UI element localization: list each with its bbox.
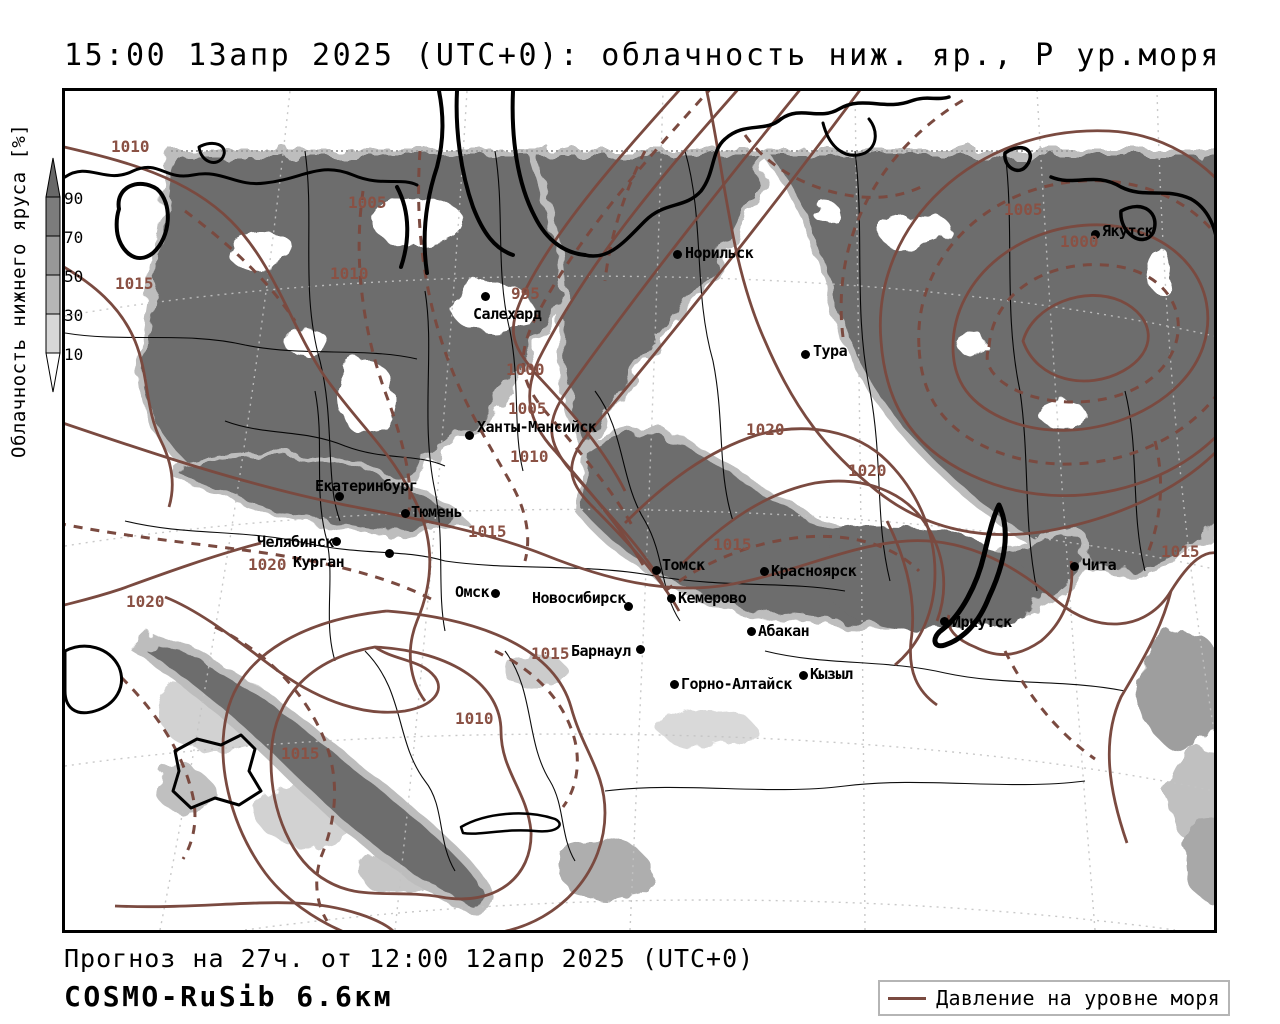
pressure-line-sample [888,996,927,1000]
city-marker-Омск [491,589,500,598]
isobar-label-1000-5: 1000 [506,360,545,379]
map-overlay: Норильск Салехард Ханты-Мансийск Тура Якутск… [65,91,1214,930]
lake-west-edge [65,644,123,715]
city-label-Абакан: Абакан [758,622,810,640]
isobar-label-1020-16: 1020 [126,592,165,611]
colorbar-tick-90: 90 [64,189,84,208]
city-marker-Ханты-Мансийск [465,431,474,440]
city-label-Ханты-Мансийск: Ханты-Мансийск [477,418,597,436]
colorbar-tick-10: 10 [64,345,84,364]
isobar-label-1000-9: 1000 [1060,232,1099,251]
northeast-islands [1003,146,1214,242]
city-label-Тура: Тура [813,342,848,360]
isobar-label-1005-1: 1005 [348,193,387,212]
city-label-Кызыл: Кызыл [810,665,853,683]
arctic-island [197,141,226,164]
city-marker-Иркутск [940,617,949,626]
city-label-Норильск: Норильск [685,244,754,262]
city-label-Якутск: Якутск [1102,222,1154,240]
city-label-Курган: Курган [293,553,345,571]
isobar-label-1005-6: 1005 [508,399,547,418]
isobar-label-1015-19: 1015 [281,744,320,763]
colorbar-axis-label: Облачность нижнего яруса [%] [8,123,30,458]
city-label-Чита: Чита [1082,556,1117,574]
isobar-label-1010-7: 1010 [510,447,549,466]
graticule-layer [65,91,1214,930]
coastline-layer [65,91,1214,835]
city-marker-Горно-Алтайск [670,680,679,689]
page-title: 15:00 13апр 2025 (UTC+0): облачность ниж… [64,38,1222,73]
isobar-label-1010-2: 1010 [330,264,369,283]
city-label-Екатеринбург: Екатеринбург [315,477,418,495]
isobar-label-1015-13: 1015 [713,535,752,554]
isobar-label-1010-18: 1010 [455,709,494,728]
city-marker-Тура [801,350,810,359]
city-marker-Абакан [747,627,756,636]
city-marker-Красноярск [760,567,769,576]
city-label-Томск: Томск [662,556,705,574]
city-marker-Салехард [481,292,490,301]
city-marker-Тюмень [401,509,410,518]
colorbar-tick-30: 30 [64,306,84,325]
city-label-Барнаул: Барнаул [571,642,631,660]
colorbar-arrow-top [45,157,61,198]
colorbar-arrow-bottom [45,352,61,393]
isobar-label-1020-10: 1020 [746,420,785,439]
cloud-mass-northeast [757,149,1214,577]
isobar-label-1020-15: 1020 [248,555,287,574]
isobar-label-1005-8: 1005 [1004,200,1043,219]
city-marker-Новосибирск [624,602,633,611]
isobar-label-1010-0: 1010 [111,137,150,156]
forecast-info: Прогноз на 27ч. от 12:00 12апр 2025 (UTC… [64,944,755,973]
taymyr-coast [779,95,951,121]
lake-zaysan [459,812,561,835]
city-marker-Кемерово [667,594,676,603]
colorbar-tick-50: 50 [64,267,84,286]
arctic-coast-west [65,165,419,187]
city-marker-Барнаул [636,645,645,654]
coast-east-of-ob [583,117,783,258]
isobar-label-1015-12: 1015 [468,522,507,541]
city-label-Красноярск: Красноярск [771,562,857,580]
city-marker-Кызыл [799,671,808,680]
city-marker-Екатеринбург [335,492,344,501]
city-label-Кемерово: Кемерово [678,589,747,607]
cloud-cover-colorbar [45,157,61,393]
cloud-band-southwest [132,632,494,913]
map-frame: Норильск Салехард Ханты-Мансийск Тура Якутск… [62,88,1217,933]
isobar-label-995-4: 995 [511,284,540,303]
city-label-Новосибирск: Новосибирск [532,589,626,607]
city-label-Челябинск: Челябинск [257,533,334,551]
city-marker-Норильск [673,250,682,259]
cloud-layer [132,149,1214,913]
isobar-label-1020-11: 1020 [848,461,887,480]
model-info: COSMO-RuSib 6.6км [64,980,394,1013]
city-label-Салехард: Салехард [473,305,542,323]
pressure-legend-label: Давление на уровне моря [936,986,1220,1010]
city-label-Иркутск: Иркутск [952,613,1012,631]
isobar-label-1015-3: 1015 [115,274,154,293]
city-marker-Якутск [1091,230,1100,239]
city-marker-Чита [1070,562,1079,571]
isobar-label-1015-14: 1015 [1161,542,1200,561]
map-canvas [65,91,1214,930]
white-sea-outline [114,181,170,260]
colorbar-tick-70: 70 [64,228,84,247]
lake-balkhash [171,733,263,810]
city-marker-Курган [385,549,394,558]
city-label-Тюмень: Тюмень [411,503,463,521]
lake-baikal [932,502,1008,649]
city-marker-Томск [652,566,661,575]
isobar-layer [65,91,1214,930]
city-marker-Челябинск [332,537,341,546]
city-label-Омск: Омск [455,583,490,601]
isobar-label-1015-17: 1015 [531,644,570,663]
city-label-Горно-Алтайск: Горно-Алтайск [681,675,792,693]
region-borders-layer [65,150,1146,872]
pressure-legend: Давление на уровне моря [878,980,1230,1016]
ob-taz-bays [395,91,587,275]
khatanga-gulf [821,117,877,157]
